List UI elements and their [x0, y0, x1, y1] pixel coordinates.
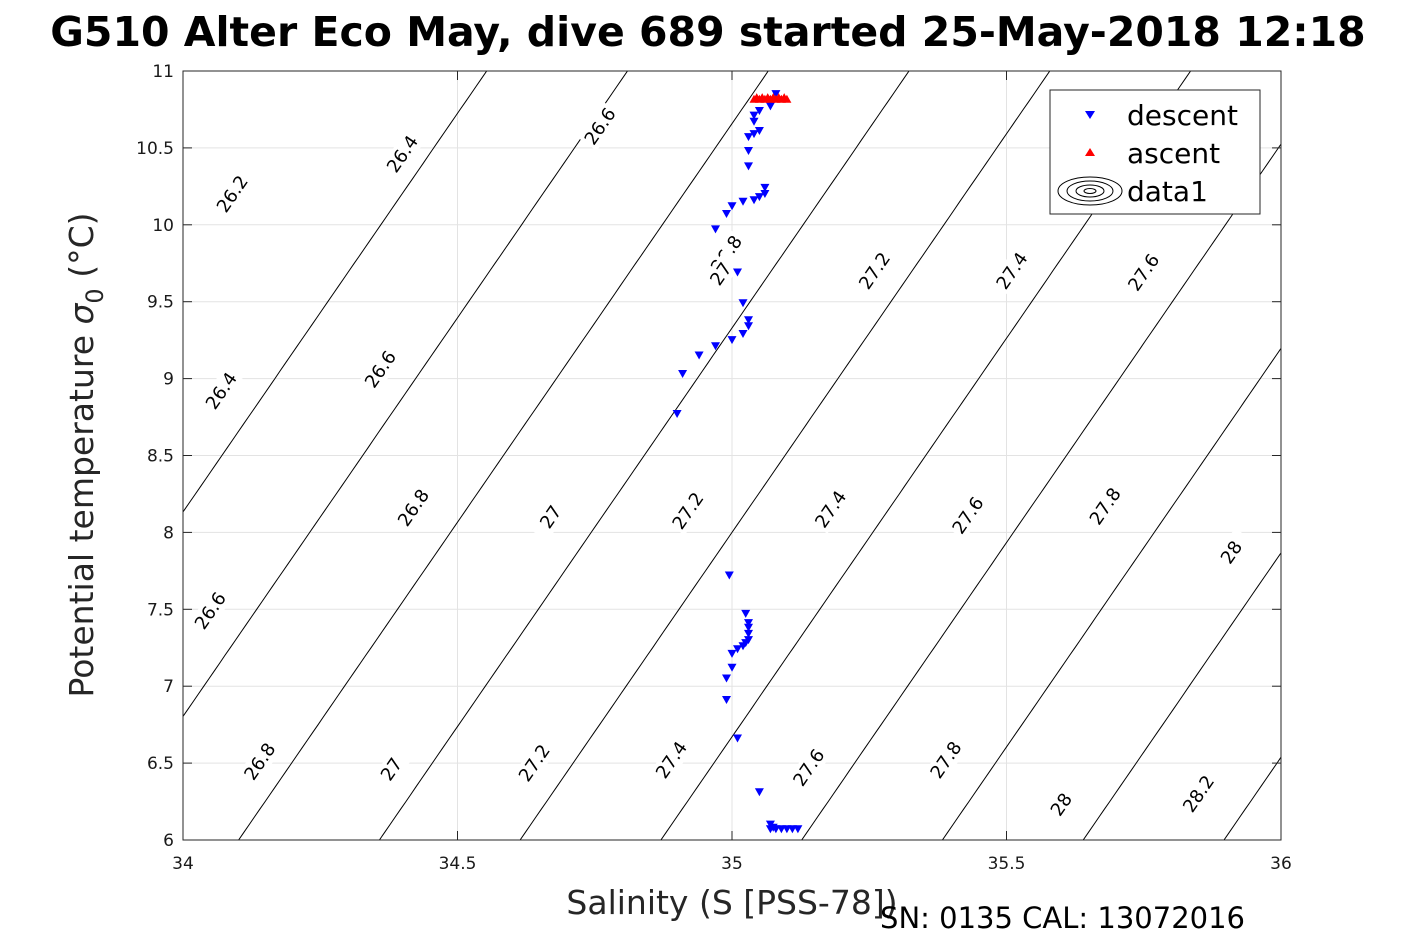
y-axis-label: Potential temperature σ0 (°C)	[62, 213, 109, 698]
descent-point	[754, 127, 764, 135]
y-tick-label: 10.5	[136, 139, 174, 159]
descent-point	[733, 734, 742, 743]
legend-descent-label: descent	[1127, 99, 1238, 132]
svg-text:Potential temperature σ0 (°C): Potential temperature σ0 (°C)	[62, 213, 109, 698]
legend-ascent-marker	[1085, 148, 1095, 156]
descent-point	[749, 130, 759, 139]
y-tick-label: 8.5	[147, 447, 174, 467]
y-tick-label: 11	[152, 62, 174, 82]
descent-point	[744, 636, 753, 645]
descent-point	[760, 190, 770, 198]
descent-point	[678, 370, 688, 378]
y-tick-label: 9	[163, 370, 174, 390]
contour-line	[183, 71, 628, 718]
descent-point	[749, 117, 759, 126]
descent-point	[744, 623, 753, 632]
descent-point	[724, 571, 734, 580]
y-tick-label: 7	[163, 677, 174, 697]
descent-point	[722, 210, 731, 218]
legend-data1-label: data1	[1127, 175, 1208, 208]
descent-point	[744, 619, 753, 628]
descent-point	[754, 193, 764, 202]
y-axis-label-symbol: σ	[62, 303, 101, 325]
descent-point	[727, 202, 737, 211]
descent-point	[738, 197, 748, 206]
descent-point	[733, 268, 742, 277]
descent-point	[727, 336, 737, 345]
contour-line	[378, 71, 910, 840]
contour-line	[1082, 552, 1281, 840]
y-tick-label: 8	[163, 523, 174, 543]
chart-title: G510 Alter Eco May, dive 689 started 25-…	[50, 8, 1365, 56]
y-tick-label: 6.5	[147, 754, 174, 774]
descent-point	[754, 788, 764, 797]
x-axis-label: Salinity (S [PSS-78])	[566, 883, 897, 922]
legend-descent-marker	[1085, 111, 1095, 119]
descent-point	[741, 609, 751, 618]
y-axis-label-main: Potential temperature	[62, 325, 101, 698]
descent-point	[744, 133, 753, 142]
y-tick-label: 9.5	[147, 293, 174, 313]
x-tick-label: 35.5	[988, 854, 1026, 874]
x-tick-label: 34.5	[439, 854, 477, 874]
data-points	[672, 90, 803, 834]
descent-point	[749, 111, 759, 120]
descent-point	[744, 316, 753, 325]
axis-ticks: 34 34.5 35 35.5 36 6 6.5 7 7.5 8 8.5 9 9.5 10 10.5 11	[136, 62, 1292, 874]
x-tick-label: 35	[721, 854, 743, 874]
contour-line	[238, 71, 769, 840]
descent-point	[793, 825, 803, 834]
descent-point	[727, 649, 737, 658]
contour-label: 27	[529, 492, 573, 542]
descent-point	[760, 183, 770, 192]
descent-point	[694, 351, 704, 360]
descent-point	[722, 674, 731, 683]
legend-box	[1049, 89, 1261, 215]
y-axis-label-unit: (°C)	[62, 213, 101, 289]
descent-point	[711, 225, 720, 234]
legend: descent ascent data1	[1049, 89, 1261, 215]
descent-point	[771, 90, 781, 99]
legend-contour-icon	[1057, 176, 1123, 206]
descent-point	[722, 696, 731, 704]
descent-point	[765, 820, 775, 829]
descent-point	[754, 107, 764, 115]
descent-point	[733, 645, 742, 654]
descent-point	[744, 162, 753, 171]
descent-point	[765, 102, 775, 111]
ascent-point	[779, 93, 789, 102]
descent-point	[738, 330, 748, 338]
descent-point	[744, 322, 753, 331]
descent-point	[727, 663, 737, 672]
descent-point	[672, 410, 682, 418]
y-tick-label: 6	[163, 831, 174, 851]
descent-point	[711, 342, 720, 351]
contour-line	[941, 347, 1281, 840]
y-axis-label-subscript: 0	[81, 288, 109, 303]
descent-point	[744, 629, 753, 638]
descent-point	[738, 299, 748, 308]
y-tick-label: 7.5	[147, 600, 174, 620]
x-tick-label: 34	[172, 854, 194, 874]
x-tick-label: 36	[1270, 854, 1292, 874]
descent-point	[749, 196, 759, 205]
y-tick-label: 10	[152, 216, 174, 236]
contour-line	[183, 71, 488, 513]
footer-serial-calibration: SN: 0135 CAL: 13072016	[880, 901, 1245, 935]
descent-point	[744, 147, 753, 155]
legend-ascent-label: ascent	[1127, 137, 1220, 170]
contour-line	[519, 71, 1051, 840]
